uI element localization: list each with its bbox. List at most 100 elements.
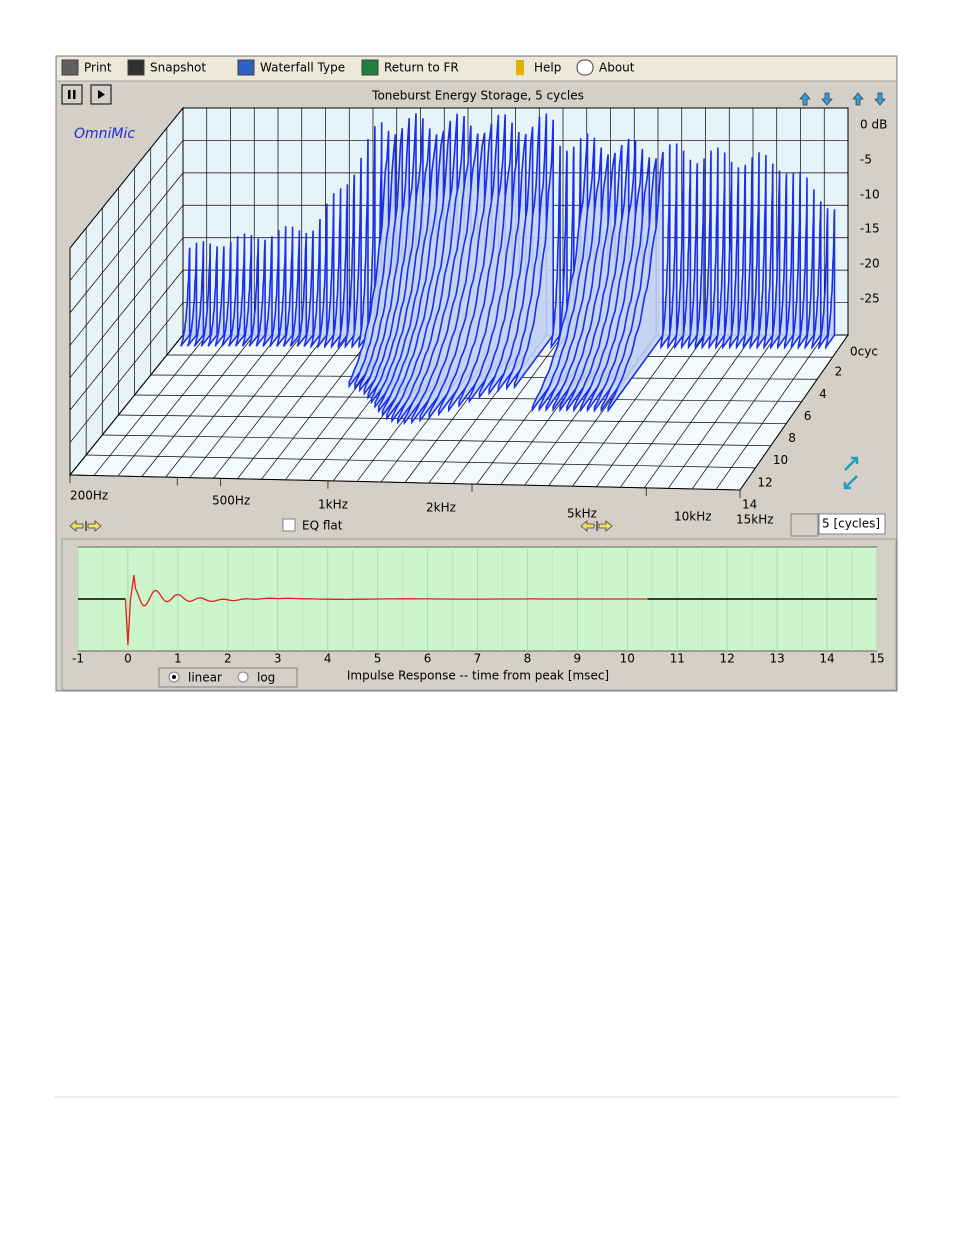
x-label: 5 <box>374 652 382 666</box>
waterfall-slice <box>317 203 328 349</box>
waterfall-slice <box>722 161 733 350</box>
grid-line <box>667 334 778 489</box>
waterfall-title: Toneburst Energy Storage, 5 cycles <box>371 89 584 103</box>
cycles-value: 5 [cycles] <box>822 517 880 531</box>
freq-label: 5kHz <box>567 507 597 521</box>
eq-checkbox[interactable] <box>282 518 296 532</box>
waterfall-slice <box>255 239 266 347</box>
x-label: -1 <box>72 652 84 666</box>
freq-label: 2kHz <box>426 501 456 515</box>
toolbar-items: Print Snapshot Waterfall Type Return to FR H… <box>61 59 635 76</box>
toolbar-icon <box>361 59 379 76</box>
radio-dot <box>172 675 176 679</box>
arrow-button[interactable] <box>821 92 833 106</box>
waterfall-slice <box>694 158 705 350</box>
spinner[interactable] <box>790 513 819 537</box>
arrow-button[interactable] <box>598 520 613 532</box>
grid-line <box>86 454 756 469</box>
db-label: -15 <box>860 222 880 236</box>
waterfall-slice <box>673 150 685 350</box>
freq-label: 10kHz <box>674 510 712 524</box>
radio-log[interactable] <box>237 671 249 683</box>
waterfall-slice <box>680 159 692 350</box>
waterfall-slice <box>824 209 836 350</box>
arrow-button[interactable] <box>874 92 886 106</box>
grid-line <box>69 205 184 346</box>
toolbar-icon <box>576 59 594 76</box>
grid-line <box>93 334 208 476</box>
waterfall-slice <box>667 143 678 350</box>
waterfall-slice <box>275 226 287 347</box>
waterfall-slice <box>221 241 232 347</box>
grid-line <box>691 334 801 490</box>
waterfall-slice <box>513 119 555 390</box>
cycles-input[interactable] <box>818 513 886 535</box>
grid-line <box>69 107 184 249</box>
impulse-curve <box>124 574 647 646</box>
toolbar-label[interactable]: Print <box>84 61 112 75</box>
toolbar-label[interactable]: Help <box>534 61 561 75</box>
waterfall-slice <box>756 154 767 350</box>
pause-button[interactable] <box>61 84 83 105</box>
grid-line <box>572 334 683 487</box>
waterfall-slice <box>749 152 760 350</box>
waterfall-slice <box>818 208 829 350</box>
arrow-button[interactable] <box>580 520 595 532</box>
zoom-arrow[interactable] <box>843 456 859 490</box>
waterfall-slice <box>303 230 314 347</box>
toolbar-icon <box>61 59 79 76</box>
arrow-button[interactable] <box>87 520 102 532</box>
freq-label: 200Hz <box>70 489 108 503</box>
db-label: -20 <box>860 257 880 271</box>
x-label: 11 <box>670 652 685 666</box>
grid-line <box>189 334 303 478</box>
arrow-button[interactable] <box>69 520 84 532</box>
option-group <box>158 667 298 688</box>
toolbar-label[interactable]: Return to FR <box>384 61 459 75</box>
waterfall-slice <box>701 150 712 350</box>
arrow-button[interactable] <box>799 92 811 106</box>
toolbar-label[interactable]: Snapshot <box>150 61 206 75</box>
x-label: 1 <box>174 652 182 666</box>
waterfall-slice <box>804 189 815 350</box>
grid-line <box>261 334 374 480</box>
x-label: 0 <box>124 652 132 666</box>
waterfall-slice <box>607 151 664 413</box>
grid-line <box>102 434 771 447</box>
x-label: 9 <box>574 652 582 666</box>
option-linear: linear <box>188 671 222 685</box>
waterfall-slice <box>248 238 260 347</box>
x-label: 6 <box>424 652 432 666</box>
cycle-label: 8 <box>788 431 796 445</box>
waterfall-slice <box>310 218 321 349</box>
grid-line <box>117 334 231 477</box>
waterfall-slice <box>241 234 253 347</box>
grid-line <box>596 334 706 487</box>
grid-line <box>620 334 730 488</box>
eq-label: EQ flat <box>302 519 343 533</box>
grid-line <box>69 172 184 314</box>
x-label: 15 <box>869 652 884 666</box>
waterfall-slice <box>234 233 246 347</box>
play-icon <box>98 90 105 99</box>
grid-line <box>69 334 184 476</box>
db-label: -25 <box>860 292 880 306</box>
x-label: 12 <box>720 652 735 666</box>
waterfall-slice <box>214 246 225 347</box>
toolbar <box>57 57 896 81</box>
waterfall-slice <box>323 193 335 349</box>
grid-line <box>69 269 184 411</box>
grid-line <box>69 237 184 378</box>
toolbar-label[interactable]: About <box>599 61 635 75</box>
waterfall-slice <box>708 147 719 350</box>
freq-label: 1kHz <box>318 498 348 512</box>
impulse-content: -1 0 1 2 3 4 5 6 7 8 9 10 11 12 13 14 15 <box>72 547 885 666</box>
grid-line <box>715 334 825 490</box>
toolbar-label[interactable]: Waterfall Type <box>260 61 345 75</box>
arrow-button[interactable] <box>852 92 864 106</box>
db-label: 0 dB <box>860 118 887 132</box>
grid-line <box>69 140 184 281</box>
grid-line <box>69 302 184 443</box>
